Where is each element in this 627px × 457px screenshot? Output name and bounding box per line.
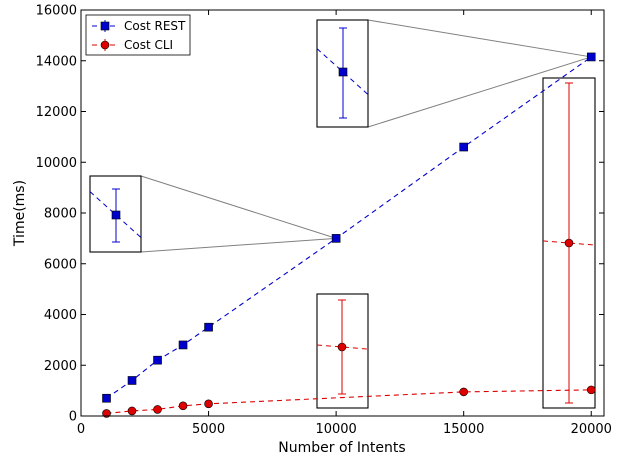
zoom-data-point [337,342,347,352]
zoom-inset-cost-cli [316,293,369,409]
data-point-cost-cli [586,385,596,395]
data-point-cost-cli [204,399,213,409]
data-point-cost-rest [331,234,341,243]
zoom-inset-cost-rest [89,175,337,253]
legend-label-cost-rest: Cost REST [124,19,186,33]
y-tick-label: 0 [69,410,77,425]
x-tick-label: 5000 [192,422,225,437]
y-tick-label: 12000 [36,105,77,120]
zoom-series-line [89,191,142,238]
x-tick-label: 15000 [443,422,484,437]
zoom-data-point [564,238,574,248]
plot-area [102,52,596,418]
data-point-cost-cli [102,409,111,418]
zoom-data-point [111,210,121,220]
data-point-cost-cli [127,406,137,416]
legend: Cost REST Cost CLI [85,14,191,56]
data-point-cost-cli [153,405,162,414]
y-tick-label: 8000 [44,207,77,222]
x-tick-label: 0 [77,422,85,437]
zoom-series-line [316,48,369,95]
data-point-cost-rest [153,355,162,365]
zoom-insets [89,19,596,409]
data-point-cost-cli [459,387,468,397]
data-point-cost-rest [204,322,213,332]
x-axis-label: Number of Intents [278,440,405,456]
x-tick-label: 10000 [315,422,356,437]
data-point-cost-rest [586,52,596,62]
zoom-connector [367,19,592,58]
zoom-inset-cost-rest [316,19,592,128]
legend-label-cost-cli: Cost CLI [124,38,173,52]
data-point-cost-rest [459,142,468,152]
data-point-cost-rest [127,376,137,385]
y-tick-label: 2000 [44,359,77,374]
y-tick-label: 10000 [36,156,77,171]
zoom-connector [367,56,592,128]
zoom-connector [140,175,337,239]
legend-marker-cost-cli [100,40,110,50]
data-point-cost-rest [102,393,111,403]
y-tick-label: 16000 [36,4,77,19]
y-tick-label: 6000 [44,257,77,272]
zoom-data-point [338,67,348,77]
zoom-connector [140,237,337,253]
y-tick-label: 4000 [44,308,77,323]
y-tick-label: 14000 [36,54,77,69]
legend-marker-cost-rest [100,21,110,31]
data-point-cost-cli [178,401,188,411]
zoom-inset-cost-cli [542,77,596,409]
x-tick-label: 20000 [571,422,612,437]
axes: 0 5000 10000 15000 20000 0 2000 4000 6000 8000 100… [36,4,612,438]
data-point-cost-rest [178,340,188,350]
y-axis-label: Time(ms) [12,180,28,247]
